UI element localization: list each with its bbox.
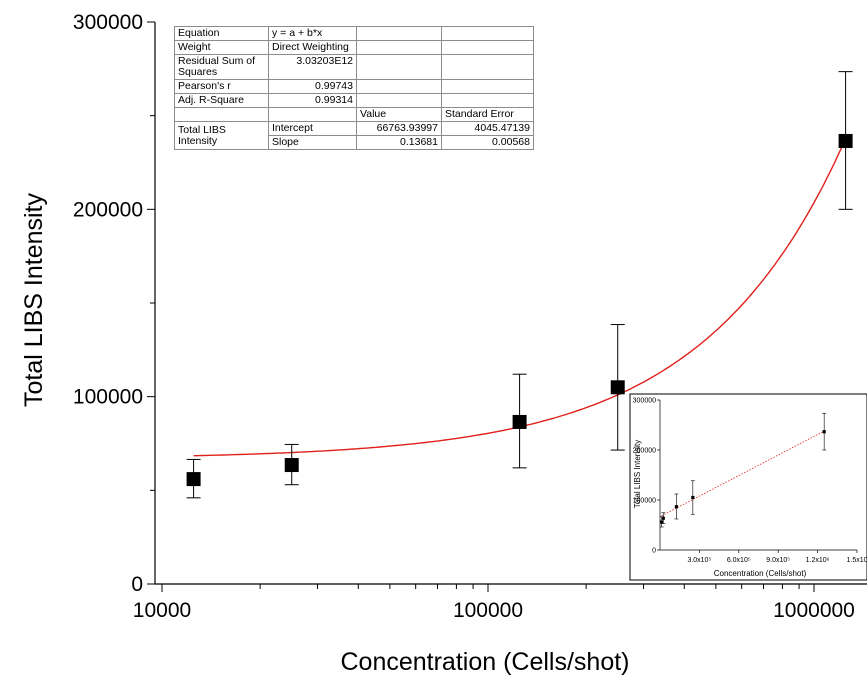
value-header: Value <box>356 107 442 122</box>
inset-y-tick-label: 200000 <box>633 448 656 455</box>
inset-chart: 0 100000 200000 300000 3.0x10⁵ 6.0x10⁵ 9.0x10⁵… <box>629 393 867 581</box>
slope-error: 0.00568 <box>441 135 534 150</box>
data-point <box>610 380 625 395</box>
pearson-label: Pearson's r <box>174 79 269 94</box>
inset-x-tick-label: 1.5x10 <box>846 557 867 564</box>
adj-r-square-value: 0.99314 <box>268 93 357 108</box>
weight-label: Weight <box>174 40 269 55</box>
inset-x-axis-title: Concentration (Cells/shot) <box>714 569 807 578</box>
data-point <box>186 472 201 487</box>
inset-y-tick-label: 0 <box>652 548 656 555</box>
intercept-label: Intercept <box>268 121 357 136</box>
slope-value: 0.13681 <box>356 135 442 150</box>
inset-x-tick-label: 1.2x10⁶ <box>806 557 830 564</box>
inset-data-point <box>660 520 664 524</box>
inset-y-tick-label: 100000 <box>633 498 656 505</box>
inset-x-tick-label: 9.0x10⁵ <box>766 557 790 564</box>
inset-x-tick-label: 3.0x10⁵ <box>687 557 711 564</box>
x-tick-label: 100000 <box>453 599 523 622</box>
adj-r-square-label: Adj. R-Square <box>174 93 269 108</box>
y-tick-label: 0 <box>131 573 143 596</box>
inset-axes: 0 100000 200000 300000 3.0x10⁵ 6.0x10⁵ 9.0x10⁵… <box>633 398 867 565</box>
inset-x-tick-label: 6.0x10⁵ <box>727 557 751 564</box>
intercept-value: 66763.93997 <box>356 121 442 136</box>
slope-label: Slope <box>268 135 357 150</box>
rss-value: 3.03203E12 <box>268 54 357 80</box>
y-tick-label: 300000 <box>73 11 143 34</box>
inset-y-tick-label: 300000 <box>633 398 656 405</box>
equation-label: Equation <box>174 26 269 41</box>
data-point <box>284 458 299 473</box>
inset-data-point <box>674 505 679 509</box>
fit-results-table: Equation y = a + b*x Weight Direct Weigh… <box>174 26 534 150</box>
inset-data-point <box>691 495 695 500</box>
inset-fit-line <box>661 430 826 517</box>
rss-label: Residual Sum of Squares <box>174 54 269 80</box>
inset-data-point <box>822 430 826 434</box>
standard-error-header: Standard Error <box>441 107 534 122</box>
x-axis-title: Concentration (Cells/shot) <box>340 648 629 675</box>
y-tick-label: 200000 <box>73 198 143 221</box>
intercept-error: 4045.47139 <box>441 121 534 136</box>
y-axis-title: Total LIBS Intensity <box>20 193 48 408</box>
equation-value: y = a + b*x <box>268 26 357 41</box>
x-tick-label: 1000000 <box>773 599 855 622</box>
inset-data-point <box>661 516 665 520</box>
inset-y-axis-title: Total LIBS Intensity <box>633 440 642 508</box>
weight-value: Direct Weighting <box>268 40 357 55</box>
data-point <box>838 133 853 148</box>
inset-fit-line <box>661 430 826 517</box>
y-tick-label: 100000 <box>73 386 143 409</box>
main-data-points <box>186 71 853 499</box>
inset-frame <box>629 393 867 581</box>
data-point <box>512 414 527 429</box>
pearson-value: 0.99743 <box>268 79 357 94</box>
x-tick-label: 10000 <box>133 599 191 622</box>
inset-data-points <box>659 412 827 528</box>
row-label: Total LIBS Intensity <box>174 121 269 150</box>
